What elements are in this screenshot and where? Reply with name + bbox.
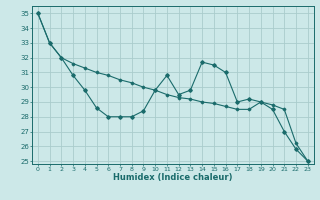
X-axis label: Humidex (Indice chaleur): Humidex (Indice chaleur) (113, 173, 233, 182)
